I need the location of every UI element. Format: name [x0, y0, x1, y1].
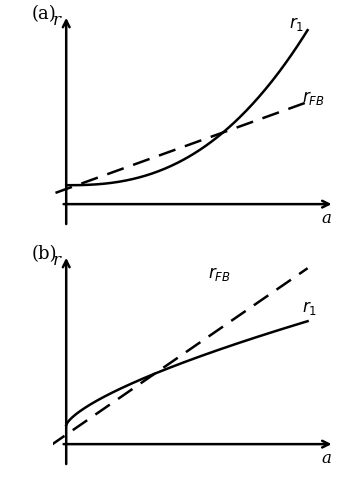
Text: a: a	[321, 210, 331, 227]
Text: (b): (b)	[31, 246, 57, 264]
Text: r: r	[53, 252, 61, 269]
Text: $r_{FB}$: $r_{FB}$	[302, 89, 325, 107]
Text: a: a	[321, 450, 331, 467]
Text: r: r	[53, 12, 61, 29]
Text: $r_1$: $r_1$	[302, 299, 318, 317]
Text: $r_1$: $r_1$	[289, 16, 304, 34]
Text: $r_{FB}$: $r_{FB}$	[208, 265, 231, 283]
Text: (a): (a)	[31, 6, 56, 24]
